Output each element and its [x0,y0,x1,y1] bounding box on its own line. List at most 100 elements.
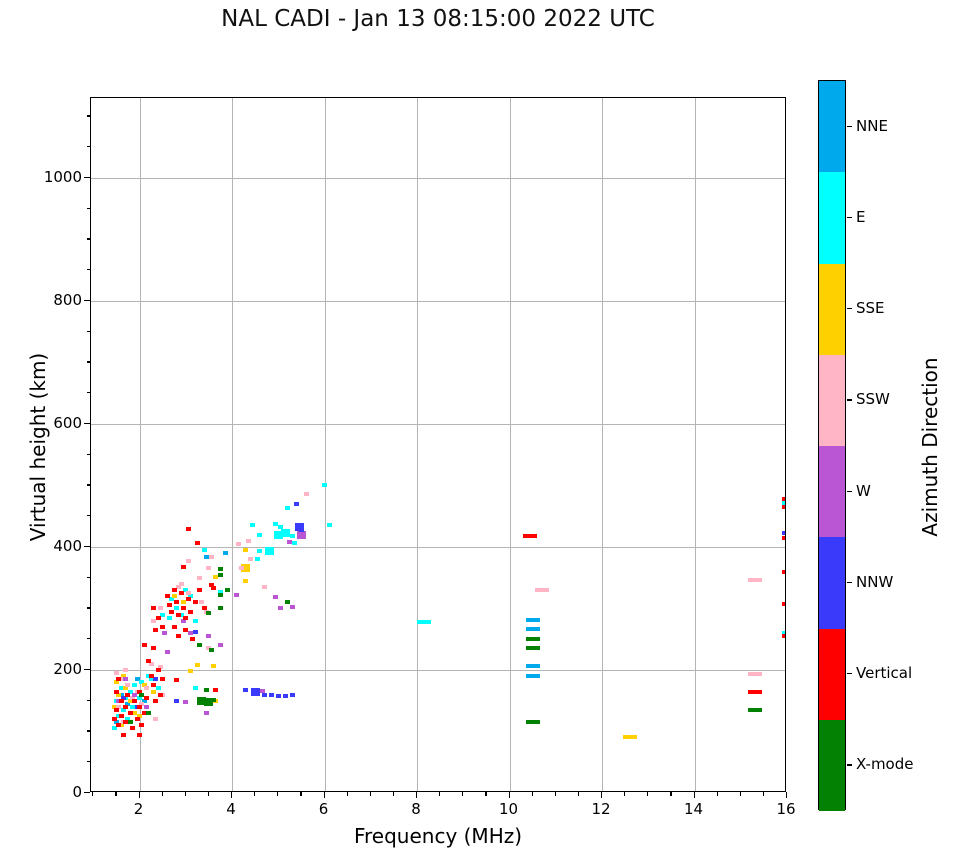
data-point-vertical [782,602,785,607]
data-point-ssw [238,565,244,570]
x-tick-label: 4 [226,800,236,818]
data-point-x-mode [525,637,540,642]
y-axis-minor-tick [86,638,90,640]
data-point-vertical [208,583,214,588]
data-point-nne [525,674,540,679]
data-point-e [187,594,193,599]
data-point-w [143,704,149,709]
data-point-w [180,618,186,623]
data-point-vertical [183,628,189,632]
data-point-ssw [245,538,251,543]
data-point-sse [622,735,637,740]
data-point-vertical [782,497,785,501]
x-axis-minor-tick [92,792,94,796]
x-axis-minor-tick [739,792,741,796]
data-point-e [280,529,290,538]
data-point-ssw [125,683,131,688]
data-point-e [118,686,124,691]
x-axis-minor-tick [716,792,718,796]
data-point-vertical [185,597,191,602]
y-axis-tick [84,545,90,548]
x-tick-label: 6 [318,800,329,818]
y-axis-tick [84,792,90,794]
data-point-vertical [155,667,161,672]
data-point-vertical [197,588,203,593]
colorbar-segment-nne [819,81,845,173]
data-point-ssw [747,578,762,583]
x-axis-minor-tick [392,792,395,796]
data-point-nnw [275,693,281,698]
data-point-nnw [298,527,304,532]
data-point-ssw [157,664,163,669]
x-axis-minor-tick [346,792,348,796]
data-point-w [273,595,279,600]
data-point-vertical [111,717,117,722]
x-axis-minor-tick [577,792,580,796]
x-axis-label: Frequency (MHz) [353,824,523,848]
data-point-vertical [178,591,184,596]
data-point-vertical [125,692,131,697]
plot-area [90,97,786,792]
data-point-e [217,590,223,595]
data-point-x-mode [217,567,223,572]
data-point-w [183,699,189,704]
data-point-ssw [185,558,191,563]
colorbar-category-label: X-mode [856,755,914,774]
data-point-vertical [782,634,785,639]
y-tick-label: 600 [53,413,82,432]
chart-title: NAL CADI - Jan 13 08:15:00 2022 UTC [221,6,655,32]
data-point-vertical [118,698,124,703]
data-point-x-mode [525,645,540,650]
data-point-x-mode [208,648,214,653]
x-axis-minor-tick [300,792,302,796]
data-point-vertical [213,687,219,692]
data-point-nnw [174,698,180,703]
y-axis-minor-tick [86,238,90,240]
data-point-sse [113,680,119,685]
colorbar-segment-nnw [819,537,845,629]
data-point-e [192,618,198,623]
gridline-vertical [139,98,141,791]
gridline-horizontal [91,177,785,179]
data-point-vertical [139,723,145,728]
data-point-vertical [113,707,119,712]
data-point-x-mode [747,707,762,712]
y-axis-minor-tick [86,146,90,148]
data-point-x-mode [204,688,210,693]
data-point-sse [211,663,217,668]
data-point-sse [141,683,147,688]
data-point-ssw [206,565,212,570]
colorbar-segment-e [819,172,845,264]
y-axis-minor-tick [86,330,90,332]
y-axis-tick [84,422,90,425]
colorbar-tick [847,216,852,219]
data-point-w [234,592,240,597]
data-point-vertical [164,594,170,599]
data-point-vertical [141,711,147,716]
data-point-nne [525,664,540,669]
colorbar-tick [847,125,852,127]
colorbar-category-label: SSW [856,390,890,409]
data-point-ssw [113,671,119,676]
data-point-e [132,683,138,688]
colorbar-category-label: NNE [856,116,888,135]
data-point-vertical [113,689,119,694]
data-point-x-mode [197,697,203,702]
x-axis-minor-tick [369,792,371,796]
data-point-vertical [171,624,177,629]
data-point-nnw [192,629,198,634]
data-point-vertical [155,615,161,620]
data-point-e [125,717,131,722]
data-point-x-mode [224,588,230,593]
data-point-vertical [174,678,180,683]
colorbar-category-label: Vertical [856,664,913,683]
data-point-ssw [236,541,242,546]
data-point-sse [120,674,126,679]
data-point-x-mode [197,643,203,648]
data-point-vertical [185,526,191,531]
data-point-vertical [150,683,156,688]
data-point-vertical [176,612,182,617]
data-point-vertical [187,609,193,614]
y-axis-tick [84,668,90,671]
